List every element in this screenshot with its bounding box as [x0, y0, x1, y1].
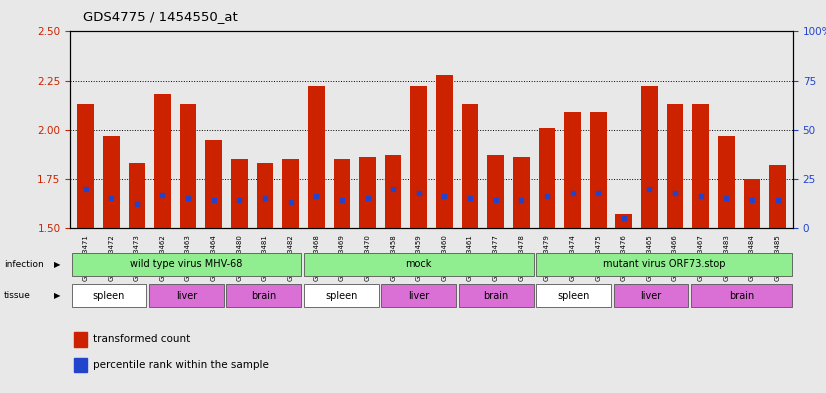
Bar	[180, 104, 197, 228]
Text: brain: brain	[251, 291, 277, 301]
Bar	[226, 285, 301, 307]
Bar	[536, 285, 611, 307]
Bar	[206, 140, 222, 228]
Text: mutant virus ORF73.stop: mutant virus ORF73.stop	[603, 259, 725, 269]
Text: spleen: spleen	[325, 291, 358, 301]
Text: spleen: spleen	[558, 291, 590, 301]
Bar	[769, 165, 786, 228]
Text: liver: liver	[640, 291, 662, 301]
Text: tissue: tissue	[4, 291, 31, 300]
Bar	[743, 179, 760, 228]
Bar	[282, 159, 299, 228]
Text: GDS4775 / 1454550_at: GDS4775 / 1454550_at	[83, 10, 237, 23]
Bar	[590, 112, 606, 228]
Bar	[72, 285, 146, 307]
Bar	[103, 136, 120, 228]
Text: wild type virus MHV-68: wild type virus MHV-68	[131, 259, 243, 269]
Bar	[385, 155, 401, 228]
Bar	[458, 285, 534, 307]
Bar	[382, 285, 456, 307]
Bar	[257, 163, 273, 228]
Text: brain: brain	[483, 291, 509, 301]
Bar	[74, 358, 87, 372]
Bar	[154, 94, 171, 228]
Bar	[513, 157, 529, 228]
Text: ▶: ▶	[54, 291, 60, 300]
Bar	[411, 86, 427, 228]
Bar	[304, 285, 378, 307]
Text: infection: infection	[4, 260, 44, 269]
Bar	[462, 104, 478, 228]
Text: spleen: spleen	[93, 291, 125, 301]
Bar	[692, 104, 709, 228]
Bar	[487, 155, 504, 228]
Bar	[78, 104, 94, 228]
Bar	[539, 128, 555, 228]
Text: mock: mock	[406, 259, 432, 269]
Bar	[667, 104, 683, 228]
Bar	[129, 163, 145, 228]
Bar	[334, 159, 350, 228]
Bar	[718, 136, 734, 228]
Text: transformed count: transformed count	[93, 334, 191, 345]
Bar	[615, 214, 632, 228]
Bar	[72, 253, 301, 275]
Text: brain: brain	[729, 291, 754, 301]
Bar	[691, 285, 791, 307]
Bar	[308, 86, 325, 228]
Bar	[536, 253, 791, 275]
Text: percentile rank within the sample: percentile rank within the sample	[93, 360, 269, 370]
Bar	[149, 285, 224, 307]
Bar	[74, 332, 87, 347]
Text: liver: liver	[408, 291, 430, 301]
Bar	[641, 86, 657, 228]
Bar	[304, 253, 534, 275]
Text: liver: liver	[176, 291, 197, 301]
Text: ▶: ▶	[54, 260, 60, 269]
Bar	[564, 112, 581, 228]
Bar	[359, 157, 376, 228]
Bar	[436, 75, 453, 228]
Bar	[614, 285, 688, 307]
Bar	[231, 159, 248, 228]
